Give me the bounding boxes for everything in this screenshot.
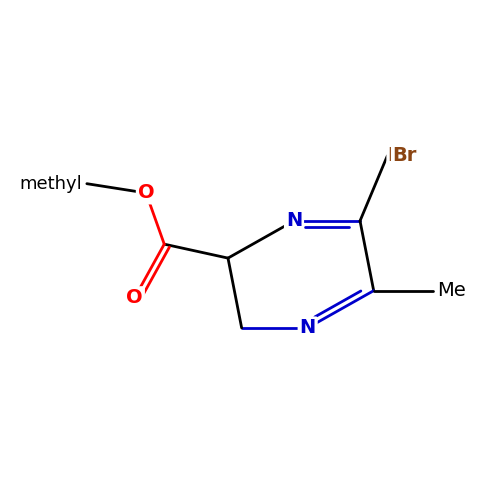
Text: methyl: methyl bbox=[20, 175, 82, 193]
Text: Me: Me bbox=[437, 281, 466, 300]
Text: O: O bbox=[138, 183, 154, 203]
Text: N: N bbox=[299, 319, 316, 337]
Text: N: N bbox=[286, 211, 302, 230]
Text: O: O bbox=[138, 183, 154, 203]
Text: O: O bbox=[126, 288, 143, 307]
Text: N: N bbox=[299, 319, 316, 337]
Text: Br: Br bbox=[392, 146, 416, 165]
Text: N: N bbox=[286, 211, 302, 230]
Text: Br: Br bbox=[388, 146, 412, 165]
Text: O: O bbox=[126, 288, 143, 307]
